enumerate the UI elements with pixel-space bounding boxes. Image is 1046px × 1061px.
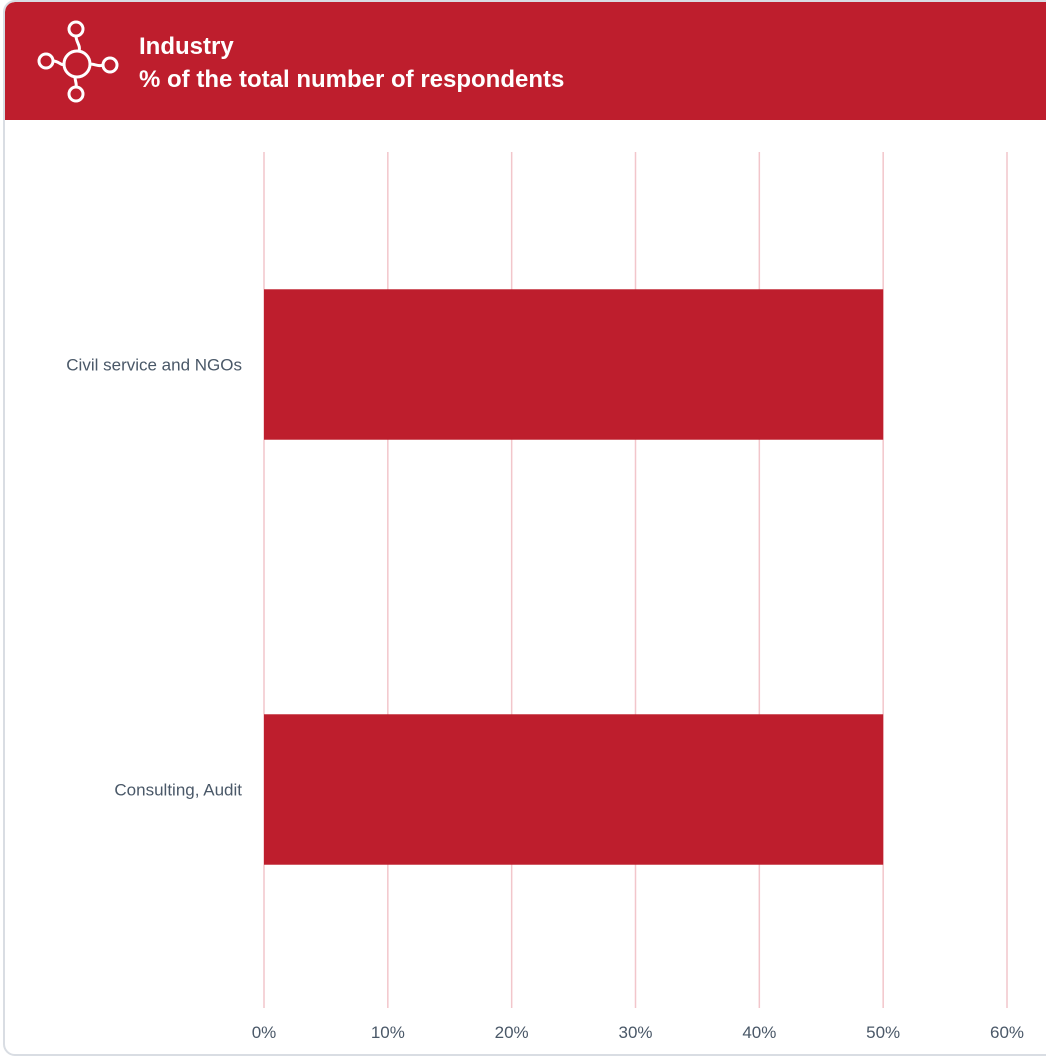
category-label: Consulting, Audit <box>114 781 242 800</box>
x-tick-label: 50% <box>866 1023 900 1042</box>
x-tick-label: 10% <box>371 1023 405 1042</box>
network-nodes-icon <box>37 20 119 103</box>
bar <box>264 289 884 440</box>
title-line-2: % of the total number of respondents <box>139 66 565 93</box>
chart-header: Industry % of the total number of respon… <box>5 2 1046 120</box>
chart-card: Industry % of the total number of respon… <box>3 0 1046 1056</box>
bar <box>264 714 884 865</box>
x-tick-label: 20% <box>495 1023 529 1042</box>
chart-title: Industry % of the total number of respon… <box>139 30 564 96</box>
x-tick-label: 40% <box>742 1023 776 1042</box>
title-line-1: Industry <box>139 33 234 60</box>
category-label: Civil service and NGOs <box>66 356 242 375</box>
x-tick-label: 0% <box>252 1023 277 1042</box>
x-tick-label: 60% <box>990 1023 1024 1042</box>
x-tick-label: 30% <box>618 1023 652 1042</box>
